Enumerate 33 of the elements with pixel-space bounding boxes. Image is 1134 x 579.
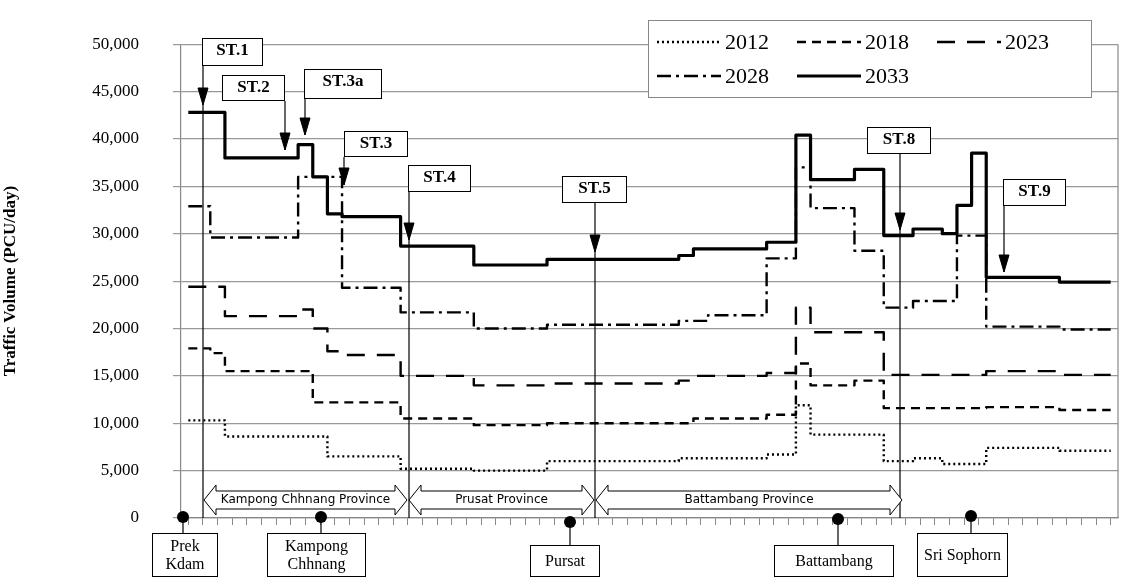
y-axis-title: Traffic Volume (PCU/day) — [0, 185, 19, 377]
y-tick-label: 15,000 — [92, 365, 139, 385]
y-tick-label: 5,000 — [100, 460, 139, 480]
text: Kampong Chhnang — [267, 533, 366, 577]
annotation: ST.5 — [562, 176, 627, 203]
annotation: Kampong Chhnang Province — [219, 492, 392, 506]
y-tick-label: 20,000 — [92, 317, 139, 337]
annotation: ST.3a — [304, 69, 382, 99]
legend-label: 2018 — [865, 29, 909, 55]
legend-label: 2028 — [725, 63, 769, 89]
y-tick-label: 30,000 — [92, 223, 139, 243]
legend-label: 2012 — [725, 29, 769, 55]
annotation: ST.8 — [867, 127, 931, 154]
annotation: ST.2 — [222, 75, 285, 101]
y-tick-label: 0 — [130, 507, 139, 527]
y-tick-label: 50,000 — [92, 33, 139, 53]
y-tick-label: 25,000 — [92, 270, 139, 290]
annotation: Prusat Province — [454, 492, 549, 506]
text: Battambang — [774, 545, 894, 577]
text: Sri Sophorn — [917, 533, 1008, 577]
y-tick-label: 45,000 — [92, 81, 139, 101]
annotation: ST.1 — [202, 38, 263, 66]
legend-label: 2023 — [1005, 29, 1049, 55]
y-tick-label: 10,000 — [92, 412, 139, 432]
annotation: ST.4 — [408, 165, 471, 192]
text: Pursat — [530, 545, 600, 577]
text: Prek Kdam — [152, 533, 218, 577]
y-tick-label: 40,000 — [92, 128, 139, 148]
y-tick-label: 35,000 — [92, 175, 139, 195]
legend-label: 2033 — [865, 63, 909, 89]
annotation: ST.9 — [1003, 179, 1066, 206]
annotation: ST.3 — [344, 131, 408, 157]
annotation: Battambang Province — [683, 492, 815, 506]
